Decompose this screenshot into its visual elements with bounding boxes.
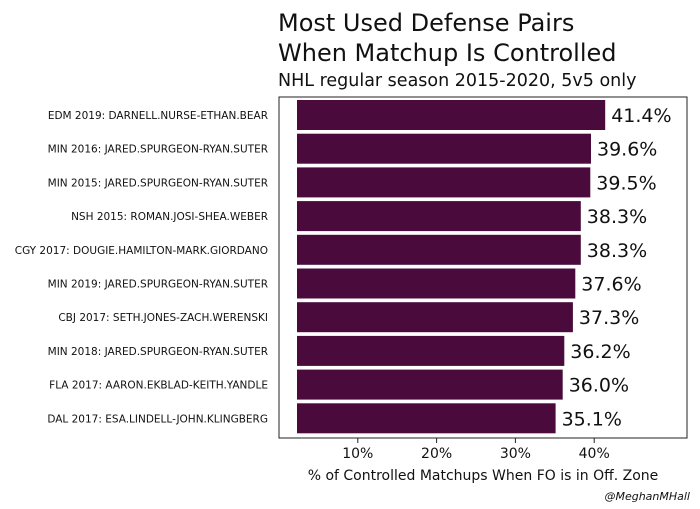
bar-0 bbox=[297, 100, 606, 130]
bar-3 bbox=[297, 201, 581, 232]
category-label-0: EDM 2019: DARNELL.NURSE-ETHAN.BEAR bbox=[48, 110, 268, 122]
value-label-8: 36.0% bbox=[569, 375, 629, 397]
value-label-1: 39.6% bbox=[597, 139, 657, 161]
value-label-0: 41.4% bbox=[611, 105, 671, 127]
category-label-6: CBJ 2017: SETH.JONES-ZACH.WERENSKI bbox=[58, 312, 268, 324]
category-label-2: MIN 2015: JARED.SPURGEON-RYAN.SUTER bbox=[48, 177, 268, 189]
x-axis-title: % of Controlled Matchups When FO is in O… bbox=[308, 468, 659, 484]
x-tick-label-3: 40% bbox=[579, 446, 610, 462]
category-label-3: NSH 2015: ROMAN.JOSI-SHEA.WEBER bbox=[71, 211, 268, 223]
value-labels-group: 41.4% 39.6% 39.5% 38.3% 38.3% 37.6% 37.3% 36.2%… bbox=[562, 105, 672, 430]
plot-frame bbox=[278, 96, 688, 439]
x-tick-label-2: 30% bbox=[500, 446, 531, 462]
bar-6 bbox=[297, 302, 573, 333]
category-label-4: CGY 2017: DOUGIE.HAMILTON-MARK.GIORDANO bbox=[15, 245, 268, 257]
x-tick-label-0: 10% bbox=[342, 446, 373, 462]
bar-2 bbox=[297, 167, 591, 198]
value-label-4: 38.3% bbox=[587, 240, 647, 262]
value-label-3: 38.3% bbox=[587, 206, 647, 228]
bar-5 bbox=[297, 268, 576, 299]
bar-8 bbox=[297, 369, 563, 400]
category-label-7: MIN 2018: JARED.SPURGEON-RYAN.SUTER bbox=[48, 346, 268, 358]
bar-7 bbox=[297, 335, 565, 366]
value-label-9: 35.1% bbox=[562, 408, 622, 430]
bar-4 bbox=[297, 234, 581, 265]
value-label-6: 37.3% bbox=[579, 307, 639, 329]
bar-9 bbox=[297, 403, 556, 434]
x-tick-label-1: 20% bbox=[421, 446, 452, 462]
chart-title-line-1: Most Used Defense Pairs bbox=[278, 9, 574, 37]
value-label-5: 37.6% bbox=[581, 274, 641, 296]
value-label-7: 36.2% bbox=[570, 341, 630, 363]
chart-subtitle: NHL regular season 2015-2020, 5v5 only bbox=[278, 71, 637, 91]
bar-1 bbox=[297, 133, 591, 164]
category-label-9: DAL 2017: ESA.LINDELL-JOHN.KLINGBERG bbox=[47, 413, 268, 425]
category-labels-group: EDM 2019: DARNELL.NURSE-ETHAN.BEAR MIN 20… bbox=[15, 110, 268, 425]
chart-title-line-2: When Matchup Is Controlled bbox=[278, 39, 616, 67]
category-label-8: FLA 2017: AARON.EKBLAD-KEITH.YANDLE bbox=[49, 380, 268, 392]
value-label-2: 39.5% bbox=[596, 172, 656, 194]
x-axis-ticks-group: 10% 20% 30% 40% bbox=[342, 438, 610, 462]
category-label-5: MIN 2019: JARED.SPURGEON-RYAN.SUTER bbox=[48, 279, 268, 291]
category-label-1: MIN 2016: JARED.SPURGEON-RYAN.SUTER bbox=[48, 144, 268, 156]
bars-group bbox=[297, 100, 606, 434]
credit-label: @MeghanMHall bbox=[604, 490, 690, 503]
